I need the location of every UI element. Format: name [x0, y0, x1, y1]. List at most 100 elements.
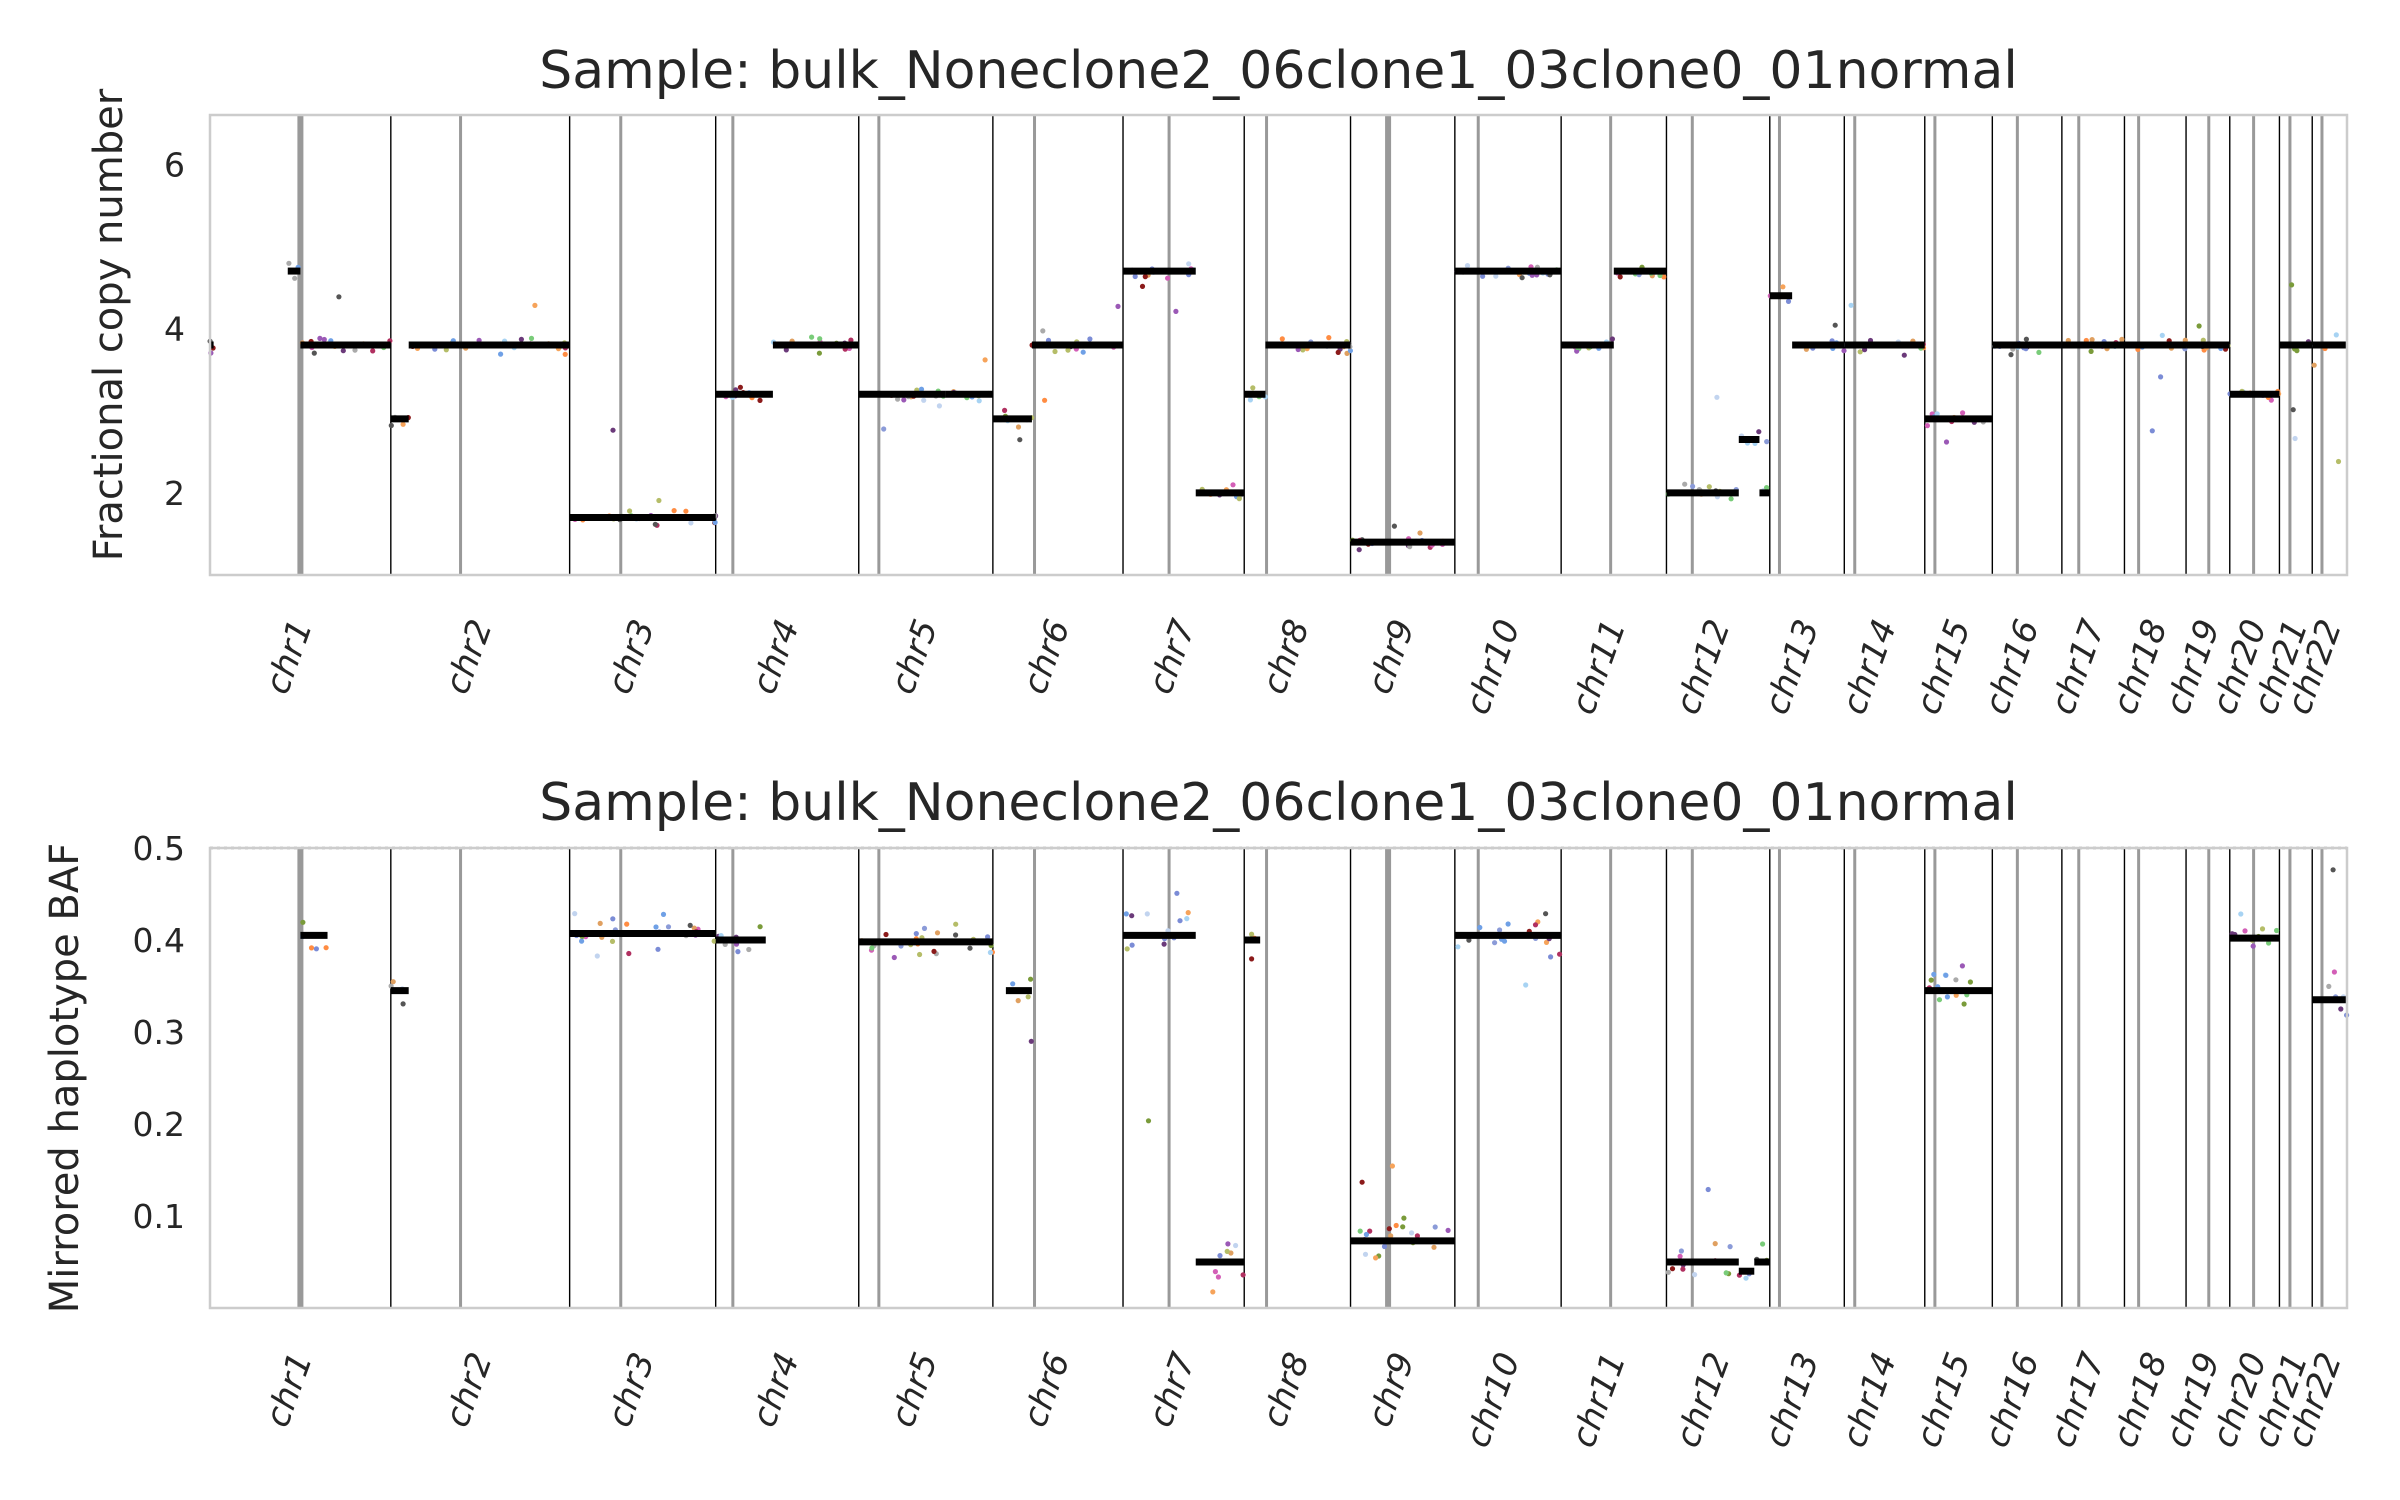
- plot-frame: [208, 846, 2349, 1310]
- bin-point: [1362, 1251, 1369, 1257]
- bin-point: [610, 916, 616, 922]
- bin-point: [1497, 927, 1503, 933]
- chromosome-tick-label: chr4: [744, 614, 808, 699]
- bin-point: [1052, 348, 1058, 355]
- bin-point: [1225, 1241, 1231, 1247]
- chromosome-tick-label: chr6: [1015, 614, 1079, 699]
- y-tick-label: 2: [164, 474, 185, 513]
- bin-point: [1129, 913, 1135, 919]
- bin-point: [2326, 983, 2332, 990]
- bin-point: [1373, 1255, 1379, 1261]
- bin-point: [1042, 397, 1048, 403]
- bin-point: [1928, 977, 1934, 983]
- bin-point: [1389, 1163, 1395, 1169]
- bin-point: [610, 427, 616, 433]
- y-tick-label: 4: [164, 310, 185, 349]
- bin-point: [1953, 977, 1959, 983]
- bin-point: [869, 945, 875, 951]
- bin-point: [2158, 374, 2164, 380]
- bin-point: [1665, 1269, 1671, 1275]
- bin-point: [2266, 940, 2272, 946]
- bin-point: [1335, 349, 1341, 355]
- bin-point: [1132, 273, 1138, 280]
- bin-point: [1087, 336, 1093, 342]
- chromosome-tick-label: chr7: [1141, 614, 1205, 699]
- bin-point: [953, 921, 959, 927]
- bin-point: [1080, 349, 1086, 355]
- bin-point: [652, 521, 658, 527]
- bin-point: [1381, 1243, 1388, 1250]
- bin-point: [1173, 308, 1179, 314]
- bin-point: [1728, 496, 1734, 502]
- bin-point: [1841, 348, 1847, 354]
- bin-point: [1532, 922, 1539, 928]
- bin-point: [883, 931, 889, 938]
- chromosome-tick-label: chr11: [1563, 1347, 1634, 1452]
- y-axis-label: Fractional copy number: [86, 88, 132, 561]
- bin-point: [390, 979, 396, 985]
- bin-point: [881, 426, 887, 432]
- bin-point: [1780, 284, 1786, 290]
- bin-point: [1010, 981, 1016, 987]
- bin-point: [2335, 458, 2342, 465]
- bin-point: [1224, 1248, 1230, 1254]
- bin-point: [1967, 979, 1973, 985]
- bin-point: [336, 294, 342, 300]
- chromosome-tick-label: chr5: [883, 614, 947, 699]
- bin-point: [1678, 1248, 1684, 1254]
- bin-point: [1943, 972, 1949, 978]
- chromosome-tick-label: chr1: [257, 1347, 321, 1432]
- chromosome-tick-label: chr10: [1458, 1347, 1529, 1452]
- chromosome-tick-label: chr12: [1668, 1347, 1739, 1452]
- bin-point: [967, 945, 973, 951]
- bin-point: [1492, 940, 1498, 946]
- bin-point: [683, 508, 689, 514]
- copy-number-panel: Sample: bulk_Noneclone2_06clone1_03clone…: [86, 41, 2350, 720]
- bin-point: [1669, 1266, 1676, 1272]
- bin-point: [809, 334, 815, 340]
- bin-point: [1247, 397, 1253, 403]
- bin-point: [746, 946, 752, 953]
- bin-point: [1129, 942, 1135, 948]
- bin-point: [1455, 944, 1461, 950]
- bin-point: [1960, 410, 1966, 416]
- bin-point: [388, 422, 394, 429]
- bin-point: [711, 938, 717, 944]
- bin-point: [757, 397, 763, 403]
- bin-point: [400, 1001, 406, 1007]
- bin-point: [1359, 1179, 1365, 1185]
- bin-point: [1217, 1253, 1223, 1259]
- bin-point: [1431, 1244, 1437, 1250]
- y-tick-label: 0.1: [133, 1197, 185, 1236]
- bin-point: [848, 337, 854, 343]
- bin-point: [934, 930, 941, 936]
- bin-point: [1357, 1228, 1363, 1234]
- bin-point: [1617, 274, 1623, 280]
- bin-point: [2330, 867, 2336, 873]
- y-tick-label: 0.5: [133, 829, 185, 868]
- chromosome-tick-label: chr15: [1908, 614, 1979, 719]
- chromosome-tick-label: chr2: [437, 1347, 501, 1432]
- bin-point: [1493, 273, 1499, 279]
- bin-point: [1931, 971, 1937, 978]
- chromosome-tick-label: chr2: [437, 614, 501, 699]
- bin-point: [1548, 954, 1554, 960]
- bin-point: [1161, 941, 1167, 947]
- chart-title: Sample: bulk_Noneclone2_06clone1_03clone…: [539, 41, 2018, 101]
- bin-point: [2036, 349, 2042, 355]
- bin-point: [1185, 910, 1191, 916]
- bin-point: [1017, 437, 1023, 443]
- bin-point: [1505, 921, 1511, 927]
- bin-point: [1144, 911, 1150, 917]
- bin-point: [1363, 1231, 1369, 1238]
- chromosome-tick-label: chr1: [257, 614, 321, 699]
- bin-point: [735, 949, 741, 955]
- bin-point: [1414, 1233, 1420, 1239]
- bin-point: [1356, 547, 1362, 553]
- chromosome-tick-label: chr8: [1254, 614, 1318, 699]
- bin-point: [627, 508, 633, 514]
- bin-point: [1764, 439, 1770, 445]
- bin-point: [498, 351, 504, 357]
- bin-point: [985, 934, 991, 940]
